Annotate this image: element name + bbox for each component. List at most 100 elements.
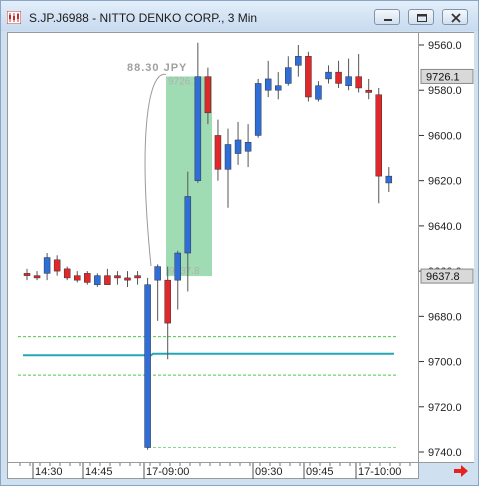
price-tick-label: 9620.0 <box>428 176 462 188</box>
candle-body <box>184 196 192 254</box>
candle <box>335 60 342 88</box>
time-tick-label: 17-09:00 <box>146 466 189 478</box>
candle <box>345 58 352 91</box>
price-tick-label: 9580.0 <box>428 85 462 97</box>
candle-body <box>124 277 131 281</box>
minimize-button[interactable] <box>374 9 400 25</box>
candle-body <box>174 252 181 281</box>
chart-plot-area[interactable]: 88.30 JPY 9726.1 9637.8 <box>7 32 419 463</box>
candle-body <box>63 268 71 279</box>
price-axis[interactable]: 9740.09720.09700.09680.09660.09640.09620… <box>419 32 474 463</box>
candle <box>355 54 362 93</box>
candle <box>164 266 171 360</box>
candle-body <box>244 141 252 152</box>
candle-body <box>23 273 31 276</box>
candle-body <box>375 94 382 177</box>
candle <box>144 277 151 450</box>
candle <box>315 81 322 102</box>
candle <box>224 128 232 208</box>
restore-button[interactable] <box>408 9 434 25</box>
candle-body <box>345 76 352 86</box>
candle-body <box>154 266 161 281</box>
candle <box>325 65 332 84</box>
candle <box>74 271 81 283</box>
candle-body <box>214 135 222 170</box>
time-axis-scale: 14:30 14:45 17-09:00 09:30 09:45 17-10:00 <box>19 463 411 479</box>
price-tick-label: 9720.0 <box>428 402 462 414</box>
candle-body <box>355 76 362 89</box>
candle <box>134 271 141 285</box>
window-title: S.JP.J6988 - NITTO DENKO CORP., 3 Min <box>29 11 258 25</box>
candle-body <box>164 279 171 324</box>
candle <box>365 78 372 100</box>
current-price-marker-bottom: 9637.8 <box>426 271 460 283</box>
cyan-level-line <box>23 352 394 357</box>
title-bar[interactable]: S.JP.J6988 - NITTO DENKO CORP., 3 Min <box>1 1 478 31</box>
candle-body <box>315 85 322 100</box>
current-price-marker-top-bg <box>420 68 474 84</box>
candle <box>63 266 71 281</box>
time-tick-label: 09:45 <box>306 466 334 478</box>
candle-body <box>53 259 61 272</box>
candle <box>285 56 292 86</box>
candle <box>43 253 51 281</box>
time-tick-label: 17-10:00 <box>358 466 401 478</box>
horizontal-lines <box>18 336 398 448</box>
time-tick-label: 14:45 <box>85 466 113 478</box>
candle <box>124 271 131 287</box>
candle-body <box>33 275 41 279</box>
candle-body <box>94 275 101 285</box>
candle <box>375 87 382 204</box>
candle-body <box>43 257 51 274</box>
candle-body <box>254 83 262 136</box>
candle-body <box>365 89 372 93</box>
candle-body <box>295 56 302 66</box>
candle-body <box>385 175 393 184</box>
price-tick-label: 9600.0 <box>428 130 462 142</box>
time-axis[interactable]: 14:30 14:45 17-09:00 09:30 09:45 17-10:00 <box>7 463 419 479</box>
candle <box>305 51 312 102</box>
measure-end-price-label: 9726.1 <box>168 76 199 87</box>
time-tick-label: 09:30 <box>255 466 283 478</box>
candle <box>104 268 111 285</box>
close-button[interactable] <box>442 9 468 25</box>
candle <box>194 42 202 183</box>
price-tick-label: 9700.0 <box>428 357 462 369</box>
price-change-label: 88.30 JPY <box>127 62 187 74</box>
minimize-icon <box>384 19 392 21</box>
candle <box>254 78 262 138</box>
candle <box>53 255 61 276</box>
candle-body <box>144 284 151 448</box>
measure-arc <box>144 73 167 267</box>
candle <box>33 271 41 281</box>
price-tick-label: 9740.0 <box>428 447 462 459</box>
candle <box>114 271 121 285</box>
price-axis-scale: 9740.09720.09700.09680.09660.09640.09620… <box>419 40 474 459</box>
candle-body <box>114 275 121 279</box>
restore-icon <box>417 14 427 22</box>
candle-body <box>84 273 91 283</box>
scroll-right-arrow-icon[interactable] <box>453 465 469 477</box>
candle-body <box>234 139 242 154</box>
candles <box>23 42 393 450</box>
candle <box>174 250 181 310</box>
candle-body <box>224 144 232 170</box>
candlestick-chart[interactable]: 88.30 JPY 9726.1 9637.8 <box>8 33 420 464</box>
candle-body <box>275 85 282 91</box>
candle <box>385 167 393 192</box>
price-tick-label: 9640.0 <box>428 221 462 233</box>
candle <box>184 171 192 292</box>
candle <box>154 264 161 321</box>
candle-body <box>305 56 312 98</box>
candle-body <box>194 76 202 181</box>
price-tick-label: 9680.0 <box>428 311 462 323</box>
candle-body <box>74 275 81 281</box>
time-tick-label: 14:30 <box>35 466 63 478</box>
candle-body <box>285 67 292 84</box>
candle <box>23 268 31 281</box>
candle <box>244 124 252 168</box>
candle-body <box>104 275 111 285</box>
candle-body <box>264 78 272 91</box>
app-icon <box>7 11 21 24</box>
